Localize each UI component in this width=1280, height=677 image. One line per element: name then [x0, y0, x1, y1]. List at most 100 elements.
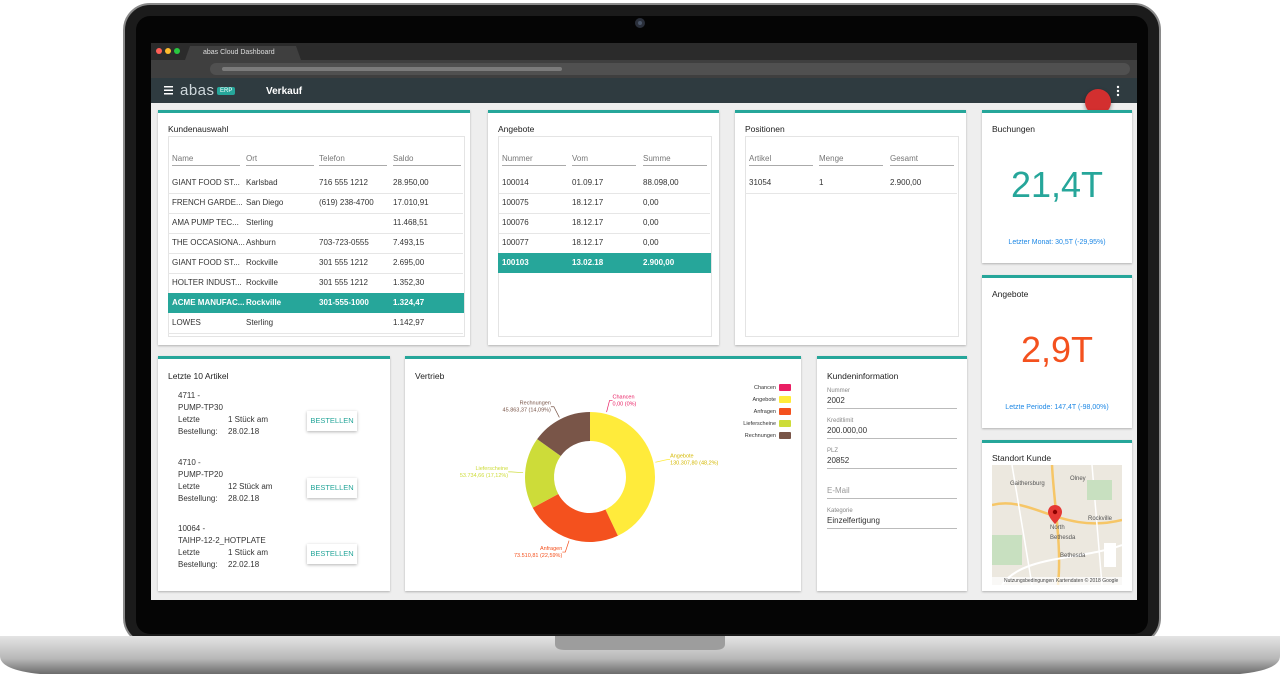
last-label: Letzte: [178, 415, 200, 424]
table-cell: Rockville: [246, 258, 279, 267]
field-label: Kreditlimit: [827, 418, 854, 424]
column-header: Vom: [572, 154, 589, 163]
table-cell: 301 555 1212: [319, 278, 368, 287]
order-button[interactable]: BESTELLEN: [307, 544, 357, 564]
table-cell: LOWES: [172, 318, 201, 327]
row-rule: [168, 273, 463, 274]
card-title: Kundeninformation: [827, 371, 899, 381]
table-cell: Rockville: [246, 298, 282, 307]
column-header: Ort: [246, 154, 258, 163]
column-rule: [393, 165, 461, 166]
order-quantity: 12 Stück am: [228, 481, 273, 491]
table-cell: 13.02.18: [572, 258, 604, 267]
field-underline[interactable]: [827, 408, 957, 409]
order-label: Bestellung:: [178, 493, 218, 503]
order-button[interactable]: BESTELLEN: [307, 477, 357, 498]
table-cell: 17.010,91: [393, 198, 429, 207]
kpi-note: Letzter Monat: 30,5T (-29,95%): [1008, 239, 1106, 246]
column-rule: [246, 165, 314, 166]
table-cell: 2.900,00: [643, 258, 675, 267]
table-cell: 2.695,00: [393, 258, 425, 267]
table-cell: 28.950,00: [393, 178, 429, 187]
table-cell: 18.12.17: [572, 218, 604, 227]
table-cell: AMA PUMP TEC...: [172, 218, 239, 227]
article-number: 4710 -: [178, 457, 201, 467]
table-cell: GIANT FOOD ST...: [172, 178, 240, 187]
column-header: Saldo: [393, 154, 414, 163]
table-cell: GIANT FOOD ST...: [172, 258, 240, 267]
column-rule: [890, 165, 954, 166]
field-value: 20852: [827, 456, 850, 465]
table-cell: San Diego: [246, 198, 284, 207]
table-cell: 11.468,51: [393, 218, 428, 227]
table-cell: ACME MANUFAC...: [172, 298, 245, 307]
column-rule: [749, 165, 813, 166]
card-angebote: [488, 110, 719, 345]
table-box: [745, 136, 959, 337]
order-label: Bestellung:: [178, 427, 218, 436]
card-title: Kundenauswahl: [168, 124, 229, 134]
table-cell: 0,00: [643, 238, 659, 247]
column-header: Name: [172, 154, 194, 163]
table-cell: 703-723-0555: [319, 238, 369, 247]
logo: abas: [180, 82, 215, 99]
map[interactable]: [992, 465, 1122, 585]
selected-row: [168, 293, 464, 313]
field-underline[interactable]: [827, 438, 957, 439]
field-underline[interactable]: [827, 528, 957, 529]
column-header: Artikel: [749, 154, 772, 163]
field-placeholder: E-Mail: [827, 486, 850, 495]
card-title: Positionen: [745, 124, 785, 134]
map-place: North Bethesda: [1050, 525, 1076, 541]
table-cell: 1: [819, 178, 824, 187]
card-vertrieb: [405, 356, 801, 591]
table-cell: 0,00: [643, 218, 659, 227]
column-rule: [172, 165, 240, 166]
field-underline[interactable]: [827, 468, 957, 469]
table-cell: 301-555-1000: [319, 298, 369, 307]
order-quantity: 1 Stück am: [228, 548, 269, 557]
table-cell: 7.493,15: [393, 238, 425, 247]
column-header: Menge: [819, 154, 844, 163]
row-rule: [168, 253, 463, 254]
table-cell: 1.352,30: [393, 278, 425, 287]
table-cell: Sterling: [246, 318, 274, 327]
kpi-value: 2,9T: [1020, 329, 1094, 370]
chart-title: Vertrieb: [415, 371, 445, 381]
table-box: [168, 136, 465, 337]
table-cell: 88.098,00: [643, 178, 679, 187]
row-rule: [168, 233, 463, 234]
column-header: Gesamt: [890, 154, 919, 163]
column-rule: [319, 165, 387, 166]
field-underline[interactable]: [827, 498, 957, 499]
card-title: Buchungen: [992, 124, 1036, 134]
table-cell: 01.09.17: [572, 178, 604, 187]
article-name: PUMP-TP20: [178, 469, 223, 479]
row-rule: [168, 213, 463, 214]
table-cell: Rockville: [246, 278, 279, 287]
table-cell: 18.12.17: [572, 238, 604, 247]
field-label: Nummer: [827, 388, 851, 394]
field-label: PLZ: [827, 448, 839, 454]
column-header: Summe: [643, 154, 671, 163]
kpi-value: 21,4T: [1010, 164, 1104, 205]
row-rule: [498, 193, 710, 194]
order-date: 22.02.18: [228, 560, 260, 569]
card-kundeninfo: [817, 356, 967, 591]
map-footer: Nutzungsbedingungen: [1004, 578, 1055, 584]
field-value: 200.000,00: [827, 426, 868, 435]
order-button[interactable]: BESTELLEN: [307, 411, 357, 431]
card-title: Standort Kunde: [992, 453, 1052, 463]
table-cell: 100075: [502, 198, 529, 207]
card-positionen: [735, 110, 966, 345]
table-box: [498, 136, 712, 337]
table-cell: 1.142,97: [393, 318, 425, 327]
table-cell: 301 555 1212: [319, 258, 368, 267]
table-cell: 100103: [502, 258, 529, 267]
card-title: Angebote: [498, 124, 535, 134]
tab-title: abas Cloud Dashboard: [203, 49, 275, 56]
map-footer: Kartendaten © 2018 Google: [1056, 578, 1119, 584]
row-rule: [168, 193, 463, 194]
order-quantity: 1 Stück am: [228, 415, 269, 424]
table-cell: FRENCH GARDE...: [172, 198, 243, 207]
